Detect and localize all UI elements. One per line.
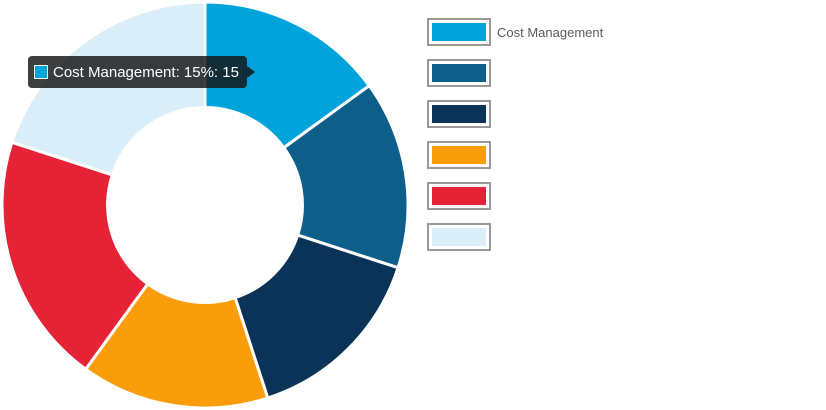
tooltip-label: Cost Management: 15%: 15 (53, 63, 239, 81)
legend-item-5[interactable] (425, 182, 820, 210)
donut-chart (0, 0, 410, 410)
legend-swatch (427, 182, 491, 210)
legend-swatch (427, 223, 491, 251)
legend-swatch (427, 100, 491, 128)
legend-label: Cost Management (497, 24, 604, 40)
legend-swatch (427, 18, 491, 46)
legend-item-2[interactable] (425, 59, 820, 87)
donut-slice-4[interactable] (83, 281, 270, 410)
legend-swatch (427, 59, 491, 87)
legend-swatch (427, 141, 491, 169)
legend-item-6[interactable] (425, 223, 820, 251)
donut-slice-3[interactable] (233, 233, 400, 400)
donut-slice-2[interactable] (281, 83, 410, 270)
legend-item-3[interactable] (425, 100, 820, 128)
donut-slice-5[interactable] (0, 140, 150, 372)
legend-item-4[interactable] (425, 141, 820, 169)
chart-tooltip: Cost Management: 15%: 15 (28, 56, 255, 88)
legend-item-1[interactable]: Cost Management (425, 18, 820, 46)
tooltip-color-swatch (34, 65, 48, 79)
donut-slice-1[interactable] (203, 0, 372, 150)
chart-legend: Cost Management (425, 18, 820, 264)
donut-slice-6[interactable] (10, 0, 207, 177)
